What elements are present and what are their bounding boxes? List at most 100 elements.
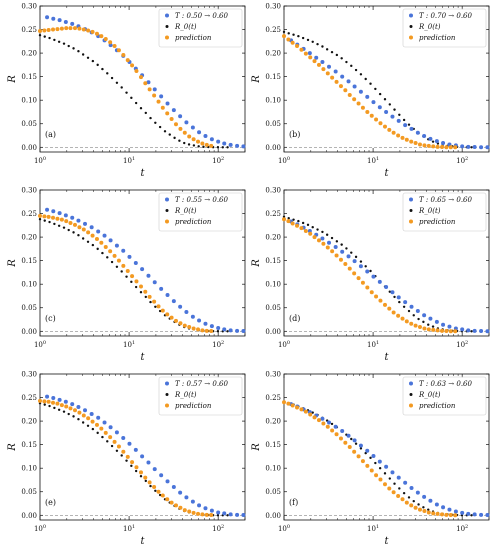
y-tick-label: 0.05 [21,120,37,128]
x-axis-label: t [140,536,145,547]
data-point [116,444,121,449]
data-point [321,241,326,246]
data-point [168,133,171,136]
data-point [112,439,117,444]
y-axis-label: R [251,443,262,452]
data-point [428,316,433,321]
data-point [103,244,108,249]
data-point [417,325,422,330]
data-point [434,502,439,507]
data-point [384,109,389,114]
series-R0 [282,30,473,149]
data-point [72,26,77,31]
data-point [440,145,445,150]
data-point [57,408,61,411]
data-point [86,56,90,60]
data-point [202,145,205,149]
data-point [64,219,69,224]
data-point [359,73,363,76]
data-point [448,145,453,150]
y-axis-label: R [7,443,18,452]
data-point [182,130,187,135]
x-tick-label: 100 [34,156,46,165]
data-point [62,42,66,45]
data-point [460,510,465,515]
data-point [412,314,415,317]
data-point [422,506,425,509]
data-point [178,139,181,142]
data-point [59,217,64,222]
data-point [182,323,187,328]
series-pred [282,400,458,518]
data-point [352,97,357,102]
data-point [371,274,376,279]
data-point [209,143,214,148]
data-point [241,144,246,149]
data-point [378,466,382,470]
y-tick-label: 0.05 [21,304,37,312]
x-tick-label: 100 [278,524,290,533]
data-point [308,231,313,236]
data-point [479,145,484,150]
data-point [146,80,151,85]
data-point [222,141,227,146]
data-point [90,29,95,34]
data-point [130,460,135,465]
data-point [404,319,409,324]
data-point [382,124,387,129]
data-point [149,484,152,488]
x-tick-label: 101 [123,340,135,349]
data-point [191,137,196,142]
data-point [434,139,439,144]
data-point [178,126,183,131]
data-point [184,120,189,125]
data-point [57,40,61,43]
data-point [99,240,104,245]
data-point [287,217,290,220]
legend: T : 0.57 → 0.60 R_0(t) prediction [158,376,243,416]
data-point [409,304,414,309]
data-point [159,473,164,478]
data-point [196,511,201,516]
data-point [431,511,436,516]
data-point [415,309,420,314]
data-point [165,312,170,317]
series-R0 [38,402,229,517]
data-point [147,87,152,92]
data-point [343,440,348,445]
data-point [184,495,189,500]
data-point [354,442,358,445]
data-point [377,279,382,284]
data-point [76,404,81,409]
data-point [312,415,317,420]
data-point [444,512,449,517]
data-point [356,101,361,106]
y-axis-label: R [251,75,262,84]
data-point [472,328,477,333]
data-point [216,330,220,333]
data-point [81,27,86,32]
data-point [216,139,221,144]
y-tick-label: 0.25 [21,210,37,218]
legend-marker [165,209,169,212]
y-tick-label: 0.25 [265,26,281,34]
data-point [412,499,415,503]
y-tick-label: 0.05 [265,488,281,496]
data-point [346,79,351,84]
legend-entry: prediction [419,402,456,410]
y-tick-label: 0.15 [265,73,281,81]
data-point [369,113,374,118]
y-tick-label: 0.00 [265,144,281,152]
data-point [384,285,389,290]
data-point [422,494,427,499]
data-point [345,247,348,250]
data-point [226,514,229,517]
data-point [409,485,414,490]
y-tick-label: 0.20 [265,50,281,58]
data-point [165,111,170,116]
y-tick-label: 0.30 [265,371,281,379]
data-point [297,34,300,38]
data-point [403,123,408,128]
data-point [325,424,330,429]
data-point [358,264,363,269]
